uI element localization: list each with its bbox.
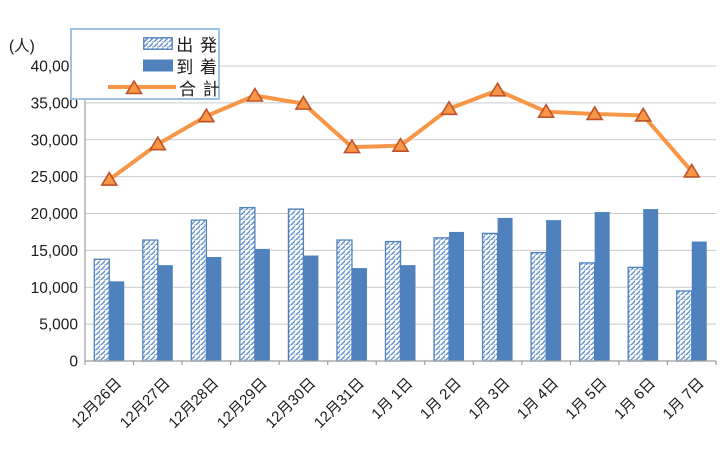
y-tick-label: 35,000 [31, 95, 79, 112]
x-category-label: 12月28日 [165, 375, 222, 432]
y-tick-label: 15,000 [31, 243, 79, 260]
departure-bar [433, 237, 450, 362]
y-tick-label: 0 [69, 354, 78, 371]
arrival-bar [254, 248, 270, 361]
x-category-label: 12月29日 [214, 375, 271, 432]
departure-bar [384, 240, 402, 362]
arrival-bar [594, 212, 610, 361]
y-tick-label: 30,000 [31, 132, 79, 149]
y-tick-label: 10,000 [31, 280, 79, 297]
departure-bar [676, 290, 693, 362]
y-tick-label: 20,000 [31, 206, 79, 223]
x-category-label: 1月 7日 [660, 375, 708, 423]
total-polyline [108, 88, 694, 182]
x-category-label: 12月30日 [262, 375, 319, 432]
total-line [100, 81, 701, 186]
solid-bar-swatch-icon [108, 59, 174, 72]
departure-bar [190, 219, 207, 362]
arrival-bar [351, 268, 367, 361]
x-category-label: 1月 3日 [465, 375, 513, 423]
x-category-label: 12月31日 [311, 375, 368, 432]
legend-label-total: 合 計 [179, 79, 221, 99]
legend: 出 発 到 着 合 計 [70, 28, 220, 100]
total-marker-icon [391, 137, 410, 152]
arrival-bar [206, 257, 222, 361]
total-marker-icon [100, 171, 119, 186]
arrival-bar [157, 265, 173, 361]
departure-bar [336, 239, 353, 362]
total-marker-icon [682, 162, 701, 178]
total-marker-icon [197, 107, 216, 123]
total-marker-icon [245, 86, 264, 102]
total-marker-icon [488, 81, 507, 97]
departure-bar [530, 251, 547, 362]
x-category-label: 1月 2日 [417, 375, 465, 423]
x-category-label: 1月 1日 [368, 375, 416, 423]
line-marker-swatch-icon [108, 79, 176, 95]
departure-bar [93, 258, 110, 362]
arrival-bar [109, 281, 125, 361]
legend-label-departure: 出 発 [176, 35, 218, 55]
arrival-bar [303, 255, 319, 361]
y-tick-label: 5,000 [39, 317, 78, 334]
arrival-bar [400, 265, 416, 361]
bars [93, 206, 707, 362]
departure-bar [142, 239, 159, 362]
total-marker-icon [294, 95, 313, 110]
departure-bar [239, 206, 256, 362]
legend-item-arrival: 到 着 [72, 54, 218, 77]
departure-bar [627, 266, 644, 362]
arrival-bar [449, 231, 465, 361]
axes [84, 66, 717, 365]
arrival-bar [643, 209, 659, 361]
y-tick-label: 25,000 [31, 169, 79, 186]
arrival-bar [546, 220, 562, 361]
total-marker-icon [585, 105, 604, 121]
y-tick-label: 40,000 [31, 59, 79, 76]
legend-item-departure: 出 発 [72, 32, 218, 55]
departure-bar [287, 208, 305, 362]
total-marker-icon [343, 138, 361, 154]
legend-item-total: 合 計 [72, 76, 221, 99]
x-category-label: 1月 4日 [514, 375, 562, 423]
x-category-label: 1月 6日 [611, 375, 659, 423]
total-marker-icon [537, 103, 556, 119]
arrival-bar [497, 217, 513, 361]
x-category-label: 12月27日 [117, 375, 174, 432]
y-axis-unit-label: (人) [9, 37, 35, 55]
x-category-label: 1月 5日 [562, 375, 610, 423]
legend-label-arrival: 到 着 [176, 57, 218, 77]
x-category-label: 12月26日 [68, 375, 125, 432]
total-marker-icon [634, 106, 653, 122]
arrival-bar [691, 241, 707, 361]
hatched-bar-swatch-icon [108, 36, 174, 50]
total-marker-icon [148, 135, 167, 151]
departure-bar [481, 232, 499, 362]
total-marker-icon [440, 100, 458, 116]
departure-bar [579, 262, 596, 362]
